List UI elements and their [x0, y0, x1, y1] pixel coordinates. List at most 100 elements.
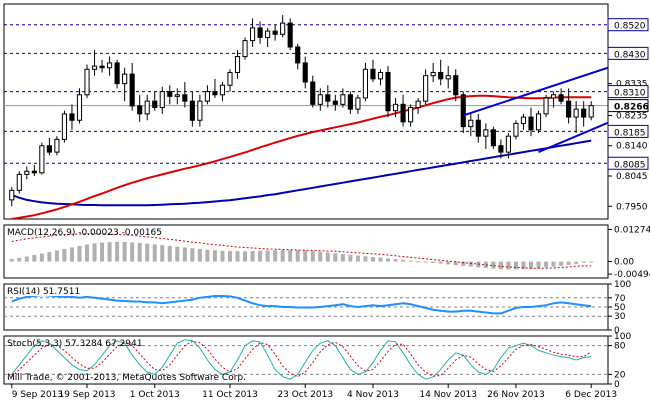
macd-bar — [370, 257, 375, 262]
macd-bar — [175, 246, 180, 262]
macd-bar — [130, 242, 135, 262]
bearish-candle — [310, 81, 316, 105]
time-tick-label: 6 Dec 2013 — [565, 390, 617, 400]
macd-bar — [32, 255, 37, 262]
macd-bar — [265, 250, 270, 262]
macd-bar — [182, 247, 187, 262]
bearish-candle — [46, 145, 52, 153]
bullish-candle — [91, 65, 98, 70]
red-moving-average — [11, 94, 592, 219]
macd-bar — [77, 245, 82, 262]
bearish-candle — [272, 30, 278, 35]
price-tick-label: 0.8335 — [616, 80, 648, 90]
macd-bar — [54, 250, 59, 262]
current-price-box — [607, 99, 649, 113]
macd-bar — [393, 259, 398, 262]
macd-bar — [220, 250, 225, 262]
stoch-tick-label: 80 — [614, 342, 626, 352]
macd-bar — [461, 261, 466, 266]
level-label: 0.8310 — [614, 89, 646, 99]
bullish-candle — [265, 30, 271, 38]
bearish-candle — [31, 170, 37, 174]
trend-lines — [462, 66, 608, 154]
level-label-box — [607, 156, 649, 170]
macd-tick-label: 0.00 — [614, 258, 634, 268]
macd-bar — [190, 248, 195, 262]
stochastic-lines — [11, 339, 592, 380]
bullish-candle — [505, 135, 511, 153]
macd-bar — [544, 261, 549, 268]
stoch-grid — [4, 345, 608, 375]
time-tick-label: 23 Oct 2013 — [277, 390, 333, 400]
bearish-candle — [129, 73, 135, 107]
level-label-box — [607, 85, 649, 99]
macd-bar — [17, 257, 22, 262]
price-frame — [3, 3, 609, 220]
rsi-tick-label: 0 — [614, 326, 620, 336]
level-label: 0.8266 — [614, 103, 649, 113]
rsi-tick-label: 30 — [614, 312, 626, 322]
bullish-candle — [550, 94, 557, 99]
macd-bar — [386, 258, 391, 262]
bullish-candle — [242, 40, 248, 58]
macd-bar — [303, 250, 308, 262]
bearish-candle — [302, 62, 308, 83]
price-tick-label: 0.7950 — [616, 202, 648, 212]
macd-bar — [528, 261, 533, 269]
macd-bar — [589, 261, 594, 263]
macd-bar — [258, 250, 263, 262]
macd-bar — [205, 249, 210, 262]
rsi-tick-label: 100 — [614, 280, 631, 290]
stoch-signal-path — [11, 340, 592, 378]
time-tick-label: 26 Nov 2013 — [487, 390, 545, 400]
macd-bar — [85, 244, 90, 262]
macd-bar — [318, 251, 323, 262]
price-tick-label: 0.8235 — [616, 111, 648, 121]
stoch-tick-label: 0 — [614, 380, 620, 390]
bearish-candle — [167, 91, 173, 97]
macd-bar — [167, 245, 172, 262]
bearish-candle — [438, 71, 444, 80]
macd-tick-label: -0.00494 — [614, 270, 650, 280]
macd-bar — [355, 255, 360, 262]
bullish-candle — [280, 22, 286, 35]
bullish-candle — [468, 119, 474, 128]
macd-bar — [581, 261, 586, 263]
macd-tick-label: 0.01274 — [614, 225, 650, 235]
macd-bar — [24, 256, 29, 262]
macd-bar — [197, 248, 202, 262]
level-label: 0.8430 — [614, 50, 646, 60]
bullish-candle — [535, 113, 542, 131]
bearish-candle — [69, 113, 75, 121]
stoch-tick-label: 100 — [614, 332, 631, 342]
stoch-frame — [3, 335, 609, 385]
bullish-candle — [483, 129, 489, 137]
bullish-candle — [415, 100, 421, 109]
macd-bar — [295, 250, 300, 262]
bearish-candle — [475, 119, 481, 137]
bullish-candle — [355, 97, 361, 110]
macd-bar — [152, 244, 157, 262]
macd-bar — [536, 261, 541, 269]
macd-bar — [145, 243, 150, 262]
macd-bar — [423, 261, 428, 263]
macd-bar — [92, 243, 97, 262]
macd-bar — [408, 260, 413, 262]
macd-bar — [363, 256, 368, 262]
bearish-candle — [566, 100, 572, 118]
level-label-box — [607, 18, 649, 32]
macd-histogram — [9, 241, 594, 270]
price-level-lines — [4, 24, 608, 164]
macd-label: MACD(12,26,9) -0.00023 -0.00165 — [7, 228, 162, 238]
bearish-candle — [114, 62, 120, 85]
bearish-candle — [212, 91, 218, 96]
stoch-tick-label: 20 — [614, 370, 626, 380]
bullish-candle — [543, 97, 549, 115]
macd-bar — [521, 261, 526, 270]
macd-bar — [160, 245, 165, 262]
bullish-candle — [377, 71, 384, 80]
macd-bar — [559, 261, 564, 266]
